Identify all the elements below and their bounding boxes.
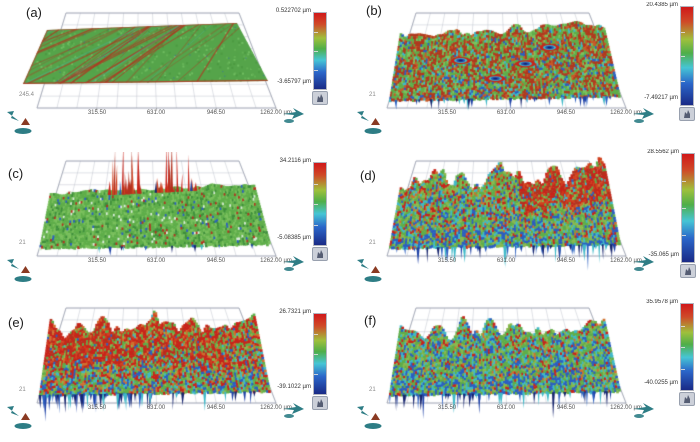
y-axis-tick-fragment: 245.4 bbox=[19, 92, 35, 98]
x-axis-tick: 631.00 bbox=[146, 258, 166, 264]
colorbar-min-label: -7.49217 µm bbox=[644, 95, 678, 101]
y-axis-tick-fragment: 21 bbox=[19, 240, 26, 246]
pan-hand-icon bbox=[684, 110, 690, 118]
panel-f: (f) 21 315.50 631.00 946.50 1262.00 µm 3… bbox=[350, 295, 700, 442]
x-axis-tick: 1262.00 µm bbox=[610, 258, 642, 264]
colorbar-min-label: -35.065 µm bbox=[648, 252, 679, 258]
y-axis-tick-fragment: 21 bbox=[19, 387, 26, 393]
colorbar-max-label: 28.5562 µm bbox=[647, 149, 679, 155]
axis-orientation-icon bbox=[357, 259, 382, 282]
x-axis-tick: 315.50 bbox=[87, 405, 107, 411]
axis-orientation-icon bbox=[7, 406, 32, 429]
panel-label: (f) bbox=[364, 313, 377, 328]
colorbar-tool-button[interactable] bbox=[312, 247, 328, 261]
x-axis-tick: 946.50 bbox=[206, 110, 226, 116]
x-axis-tick: 315.50 bbox=[437, 110, 457, 116]
colorbar-gradient bbox=[681, 153, 695, 263]
pan-hand-icon bbox=[317, 399, 323, 407]
panel-label: (d) bbox=[360, 168, 376, 183]
pan-hand-icon bbox=[685, 267, 691, 275]
surface-plot bbox=[356, 152, 640, 282]
surface-plot bbox=[356, 299, 640, 429]
colorbar-max-label: 20.4385 µm bbox=[646, 2, 678, 8]
panel-a: (a) 245.4 315.50 631.00 946.50 1262.00 µ… bbox=[0, 0, 350, 147]
axis-arrow-icon bbox=[633, 403, 654, 418]
pan-hand-icon bbox=[684, 395, 690, 403]
panel-label: (e) bbox=[8, 315, 24, 330]
x-axis-tick: 315.50 bbox=[437, 258, 457, 264]
x-axis-tick: 631.00 bbox=[496, 405, 516, 411]
y-axis-tick-fragment: 21 bbox=[369, 240, 376, 246]
panel-e: (e) 21 315.50 631.00 946.50 1262.00 µm 2… bbox=[0, 295, 350, 442]
colorbar-gradient bbox=[313, 12, 327, 90]
panel-c: (c) 21 315.50 631.00 946.50 1262.00 µm 3… bbox=[0, 148, 350, 295]
panel-b: (b) 21 315.50 631.00 946.50 1262.00 µm 2… bbox=[350, 0, 700, 147]
x-axis-tick: 946.50 bbox=[556, 258, 576, 264]
y-axis-tick-fragment: 21 bbox=[369, 92, 376, 98]
axis-arrow-icon bbox=[283, 256, 304, 271]
panel-label: (b) bbox=[366, 3, 382, 18]
colorbar-gradient bbox=[313, 162, 327, 246]
x-axis-tick: 631.00 bbox=[146, 405, 166, 411]
axis-arrow-icon bbox=[633, 256, 654, 271]
colorbar-gradient bbox=[680, 303, 694, 391]
surface-plot bbox=[356, 4, 640, 134]
axis-arrow-icon bbox=[633, 108, 654, 123]
axis-orientation-icon bbox=[7, 259, 32, 282]
colorbar-gradient bbox=[313, 313, 327, 395]
axis-orientation-icon bbox=[357, 406, 382, 429]
x-axis-tick: 631.00 bbox=[496, 258, 516, 264]
pan-hand-icon bbox=[317, 250, 323, 258]
colorbar-min-label: -5.08385 µm bbox=[277, 235, 311, 241]
colorbar-tool-button[interactable] bbox=[680, 264, 696, 278]
colorbar-min-label: -39.1022 µm bbox=[277, 384, 311, 390]
surface-plot bbox=[6, 152, 290, 282]
axis-orientation-icon bbox=[357, 111, 382, 134]
x-axis-tick: 1262.00 µm bbox=[260, 405, 292, 411]
colorbar-tool-button[interactable] bbox=[312, 91, 328, 105]
x-axis-tick: 1262.00 µm bbox=[610, 110, 642, 116]
surface-plot bbox=[6, 4, 290, 134]
axis-arrow-icon bbox=[283, 108, 304, 123]
colorbar-min-label: -3.65797 µm bbox=[277, 79, 311, 85]
colorbar-tool-button[interactable] bbox=[312, 396, 328, 410]
x-axis-tick: 946.50 bbox=[206, 258, 226, 264]
x-axis-tick: 946.50 bbox=[556, 405, 576, 411]
x-axis-tick: 946.50 bbox=[206, 405, 226, 411]
x-axis-tick: 631.00 bbox=[146, 110, 166, 116]
x-axis-tick: 315.50 bbox=[437, 405, 457, 411]
colorbar-max-label: 0.522702 µm bbox=[275, 8, 311, 14]
y-axis-tick-fragment: 21 bbox=[369, 387, 376, 393]
colorbar-min-label: -40.0255 µm bbox=[644, 380, 678, 386]
colorbar-max-label: 34.2116 µm bbox=[279, 158, 311, 164]
x-axis-tick: 315.50 bbox=[87, 258, 107, 264]
colorbar-tool-button[interactable] bbox=[679, 107, 695, 121]
surface-plot bbox=[6, 299, 290, 429]
panel-label: (a) bbox=[26, 5, 42, 20]
colorbar-max-label: 26.7321 µm bbox=[279, 309, 311, 315]
axis-orientation-icon bbox=[7, 111, 32, 134]
x-axis-tick: 1262.00 µm bbox=[610, 405, 642, 411]
pan-hand-icon bbox=[317, 94, 323, 102]
panel-label: (c) bbox=[8, 166, 24, 181]
x-axis-tick: 1262.00 µm bbox=[260, 258, 292, 264]
axis-arrow-icon bbox=[283, 403, 304, 418]
x-axis-tick: 946.50 bbox=[556, 110, 576, 116]
x-axis-tick: 315.50 bbox=[87, 110, 107, 116]
colorbar-max-label: 35.9578 µm bbox=[646, 299, 678, 305]
panel-d: (d) 21 315.50 631.00 946.50 1262.00 µm 2… bbox=[350, 148, 700, 295]
colorbar-gradient bbox=[680, 6, 694, 106]
x-axis-tick: 631.00 bbox=[496, 110, 516, 116]
x-axis-tick: 1262.00 µm bbox=[260, 110, 292, 116]
colorbar-tool-button[interactable] bbox=[679, 392, 695, 406]
